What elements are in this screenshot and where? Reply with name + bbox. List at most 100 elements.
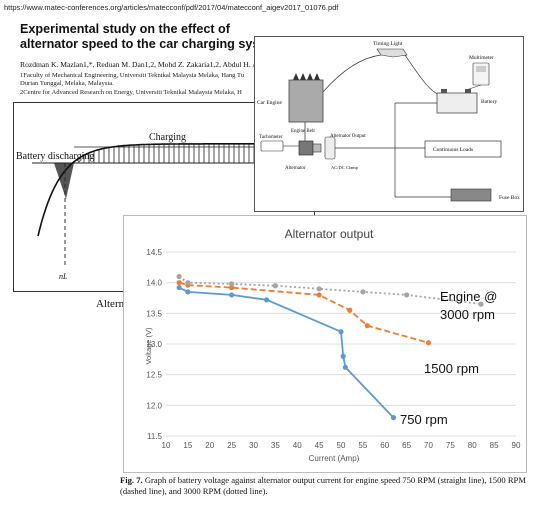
x-tick-label: 35 — [271, 441, 280, 450]
x-tick-label: 15 — [183, 441, 192, 450]
data-point — [316, 286, 322, 292]
x-tick-labels: 10 15 20 25 30 35 40 45 50 55 60 65 70 75 80 85 90 — [162, 441, 521, 450]
data-point — [347, 307, 353, 313]
engine-belt-label: Engine Belt — [291, 129, 315, 134]
y-tick-label: 13.0 — [146, 340, 162, 349]
alternator-block — [298, 140, 314, 156]
data-point — [272, 283, 278, 289]
data-point — [390, 415, 397, 421]
timing-light — [376, 48, 408, 58]
series-line — [178, 286, 395, 419]
charging-label: Charging — [149, 132, 186, 143]
annotation-750: 750 rpm — [400, 412, 448, 427]
alternator-pulley — [312, 143, 322, 153]
fuse-box-label: Fuse Box — [499, 195, 520, 201]
chart-title: Alternator output — [285, 227, 374, 241]
data-point — [176, 284, 182, 291]
y-tick-label: 14.0 — [146, 279, 162, 288]
x-tick-label: 10 — [162, 441, 171, 450]
paper-title: Experimental study on the effect of alte… — [20, 22, 282, 51]
series-line — [178, 275, 482, 305]
setup-svg: Car Engine Engine Belt Alternator Tachom… — [257, 41, 520, 202]
x-tick-label: 85 — [490, 441, 499, 450]
data-point — [229, 292, 235, 298]
battery-label: Battery — [481, 99, 497, 105]
engine-arrows — [293, 73, 320, 80]
x-tick-label: 25 — [227, 441, 236, 450]
acdc-clamp — [324, 136, 336, 160]
x-tick-label: 75 — [446, 441, 455, 450]
y-tick-label: 13.5 — [146, 309, 162, 318]
setup-schematic: Car Engine Engine Belt Alternator Tachom… — [254, 36, 524, 212]
tachometer-label: Tachometer — [259, 135, 283, 140]
affiliation-line: 2Centre for Advanced Research on Energy,… — [20, 88, 242, 96]
caption-text: Graph of battery voltage against alterna… — [120, 475, 526, 496]
y-axis-label: Voltage (V) — [144, 327, 153, 365]
discharging-label: Battery discharging — [16, 151, 94, 162]
data-point — [425, 340, 432, 346]
x-tick-label: 60 — [380, 441, 389, 450]
chart-svg: Alternator output 11.5 12.0 12.5 13.0 13.5 14… — [144, 227, 521, 463]
source-url[interactable]: https://www.matec-conferences.org/articl… — [4, 3, 339, 12]
x-tick-label: 45 — [315, 441, 324, 450]
battery-terminal — [465, 89, 471, 93]
data-point — [316, 292, 322, 298]
acdc-clamp-label: AC/DC Clamp — [331, 165, 359, 170]
data-point — [342, 364, 348, 370]
y-tick-label: 11.5 — [147, 432, 163, 441]
data-point — [264, 297, 270, 303]
multimeter-wire — [468, 84, 482, 90]
data-point — [404, 292, 410, 298]
continuous-loads-label: Continuous Loads — [433, 147, 473, 153]
y-tick-label: 12.5 — [146, 371, 162, 380]
x-tick-label: 20 — [205, 441, 214, 450]
charging-curve-svg: Charging Battery discharging IG IL nL — [16, 132, 291, 281]
multimeter-display — [476, 66, 486, 72]
alternator-output-chart: Alternator output 11.5 12.0 12.5 13.0 13.5 14… — [123, 215, 527, 473]
alternator-output-label: Alternator Output — [330, 134, 366, 139]
battery-terminal — [441, 89, 447, 93]
x-tick-label: 80 — [468, 441, 477, 450]
series-line — [178, 281, 429, 344]
chart-grid — [166, 251, 516, 437]
data-point — [176, 273, 182, 280]
x-tick-label: 30 — [249, 441, 258, 450]
annotation-3000-line1: Engine @ — [440, 289, 497, 304]
data-point — [176, 280, 182, 286]
x-tick-label: 40 — [293, 441, 302, 450]
alternator-label: Alternator — [285, 166, 306, 171]
y-tick-labels: 11.5 12.0 12.5 13.0 13.5 14.0 14.5 — [146, 248, 162, 441]
affiliation-line: 1Faculty of Mechanical Engineering, Univ… — [20, 72, 245, 79]
nl-label: nL — [59, 272, 68, 281]
annotation-3000-line2: 3000 rpm — [440, 307, 495, 322]
affiliation-line: Durian Tunggal, Melaka, Malaysia. — [20, 80, 114, 88]
y-tick-label: 14.5 — [146, 248, 162, 257]
data-point — [185, 289, 191, 295]
x-tick-label: 70 — [424, 441, 433, 450]
x-tick-label: 55 — [358, 441, 367, 450]
car-engine-label: Car Engine — [257, 100, 282, 106]
data-point — [229, 281, 235, 287]
x-tick-label: 50 — [337, 441, 346, 450]
data-point — [340, 353, 346, 359]
car-engine-block — [288, 79, 324, 123]
data-point — [338, 329, 344, 335]
data-point — [364, 323, 370, 329]
caption-label: Fig. 7. — [120, 475, 143, 485]
continuous-loads-box — [424, 140, 502, 158]
fuse-box — [450, 188, 492, 202]
tachometer-box — [260, 140, 284, 152]
y-tick-label: 12.0 — [146, 401, 162, 410]
timing-light-wire — [322, 54, 382, 93]
timing-light-lead — [404, 54, 441, 96]
data-point — [478, 301, 484, 307]
x-tick-label: 90 — [512, 441, 521, 450]
multimeter-label: Multimeter — [469, 55, 494, 61]
figure-caption: Fig. 7. Graph of battery voltage against… — [120, 475, 530, 496]
paper-authors: Rozdman K. Mazlan1,*, Reduan M. Dan1,2, … — [20, 60, 260, 69]
annotation-1500: 1500 rpm — [424, 361, 479, 376]
battery-box — [436, 92, 478, 114]
paper-affiliations: 1Faculty of Mechanical Engineering, Univ… — [20, 72, 260, 97]
discharging-area — [54, 163, 74, 199]
data-point — [185, 280, 191, 286]
